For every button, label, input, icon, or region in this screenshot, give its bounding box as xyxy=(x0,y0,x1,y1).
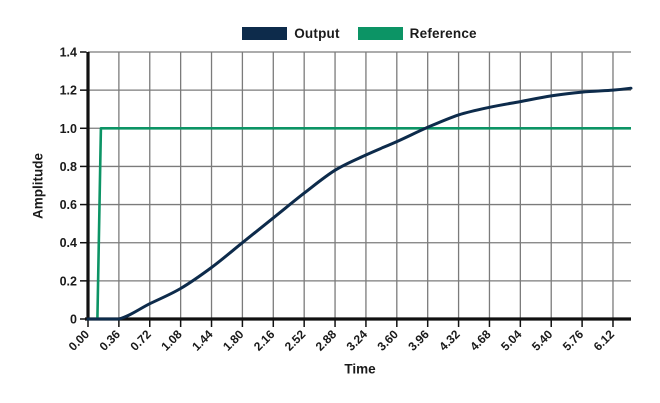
x-tick-label: 2.52 xyxy=(282,327,309,354)
legend-label-output: Output xyxy=(294,26,340,41)
x-tick-label: 6.12 xyxy=(591,327,618,354)
output-series-line xyxy=(86,86,633,321)
x-tick-label: 3.96 xyxy=(405,327,432,354)
y-tick-label: 0 xyxy=(70,313,77,327)
legend-item-output: Output xyxy=(242,26,339,41)
x-tick-label: 4.32 xyxy=(436,327,463,354)
y-tick-label: 1.4 xyxy=(60,46,77,60)
x-tick-label: 0.00 xyxy=(66,327,93,354)
x-tick-label: 4.68 xyxy=(467,327,494,354)
x-tick-label: 1.44 xyxy=(189,327,216,354)
y-tick-label: 1.2 xyxy=(60,84,77,98)
y-tick-label: 1.0 xyxy=(60,122,77,136)
legend-item-reference: Reference xyxy=(357,26,477,41)
x-tick-label: 2.16 xyxy=(251,327,278,354)
x-tick-label: 5.76 xyxy=(560,327,587,354)
x-tick-label: 5.04 xyxy=(498,327,525,354)
y-tick-label: 0.2 xyxy=(60,274,77,288)
y-tick-label: 0.4 xyxy=(60,236,77,250)
chart-legend: Output Reference xyxy=(88,26,631,41)
x-tick-label: 5.40 xyxy=(529,327,556,354)
y-tick-label: 0.6 xyxy=(60,198,77,212)
x-tick-label: 1.08 xyxy=(158,327,185,354)
x-tick-label: 0.36 xyxy=(97,327,124,354)
y-tick-label: 0.8 xyxy=(60,160,77,174)
x-tick-label: 3.60 xyxy=(375,327,402,354)
reference-series-swatch xyxy=(357,27,403,40)
x-axis-title: Time xyxy=(344,361,376,377)
x-tick-label: 3.24 xyxy=(344,327,371,354)
x-tick-label: 0.72 xyxy=(127,327,154,354)
output-series-swatch xyxy=(242,27,288,40)
legend-label-reference: Reference xyxy=(409,26,477,41)
x-tick-label: 2.88 xyxy=(313,327,340,354)
x-tick-label: 1.80 xyxy=(220,327,247,354)
